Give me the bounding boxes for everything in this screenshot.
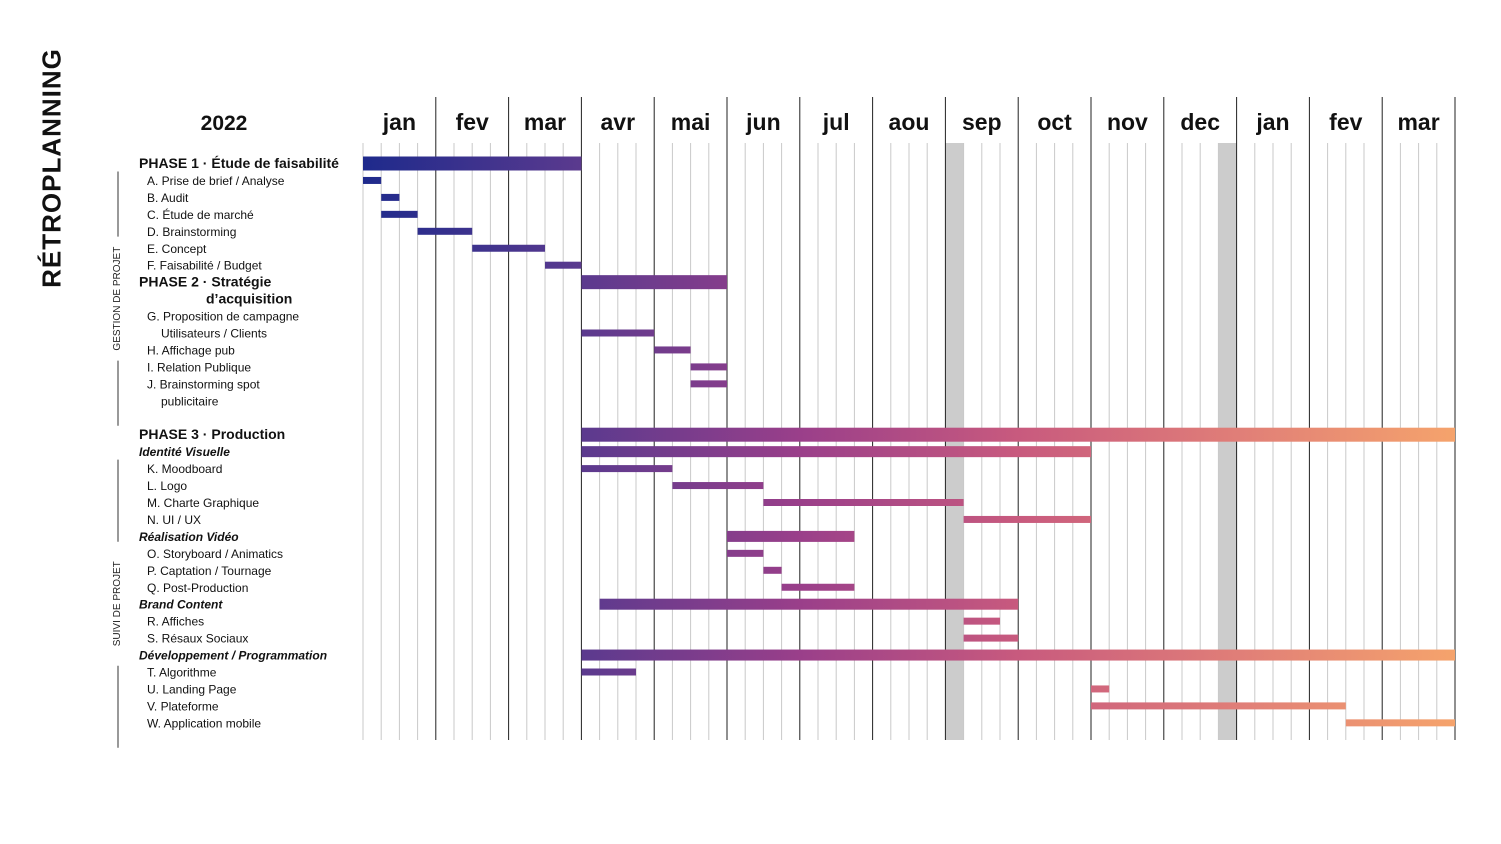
row-label: R. Affiches bbox=[147, 615, 204, 629]
gantt-bar bbox=[581, 275, 727, 290]
gantt-bar bbox=[654, 346, 691, 354]
row-label: Utilisateurs / Clients bbox=[161, 327, 267, 341]
row-label: H. Affichage pub bbox=[147, 343, 235, 357]
gantt-bar bbox=[727, 530, 855, 542]
month-label-mar: mar bbox=[1397, 109, 1439, 135]
row-label: PHASE 1 · Étude de faisabilité bbox=[139, 155, 339, 171]
gantt-bar bbox=[581, 427, 1455, 442]
month-label-fev: fev bbox=[1329, 109, 1362, 135]
row-label: P. Captation / Tournage bbox=[147, 564, 272, 578]
gantt-bar bbox=[690, 380, 727, 388]
month-label-mar: mar bbox=[524, 109, 566, 135]
row-label: D. Brainstorming bbox=[147, 225, 236, 239]
row-label: Brand Content bbox=[139, 598, 223, 612]
gantt-bar bbox=[963, 634, 1019, 642]
gantt-bar bbox=[1091, 685, 1110, 693]
gantt-bar bbox=[472, 244, 545, 252]
section-label-1: SUIVI DE PROJET bbox=[112, 561, 123, 646]
gantt-bar bbox=[727, 549, 764, 557]
row-label: V. Plateforme bbox=[147, 699, 219, 713]
row-label: T. Algorithme bbox=[147, 666, 217, 680]
gantt-bar bbox=[363, 156, 582, 171]
gantt-bar bbox=[1345, 719, 1455, 727]
gantt-bar bbox=[672, 482, 764, 490]
row-label: N. UI / UX bbox=[147, 513, 201, 527]
gantt-bar bbox=[581, 446, 1091, 458]
month-label-avr: avr bbox=[601, 109, 636, 135]
month-label-sep: sep bbox=[962, 109, 1002, 135]
row-label: K. Moodboard bbox=[147, 462, 222, 476]
month-label-dec: dec bbox=[1180, 109, 1220, 135]
month-label-jun: jun bbox=[745, 109, 781, 135]
gantt-bar bbox=[690, 363, 727, 371]
row-label: S. Résaux Sociaux bbox=[147, 632, 248, 646]
row-label: W. Application mobile bbox=[147, 716, 261, 730]
gantt-bar bbox=[581, 668, 636, 676]
gantt-bar bbox=[763, 499, 964, 506]
row-label: d’acquisition bbox=[206, 291, 292, 307]
gantt-bar bbox=[545, 261, 582, 269]
month-label-aou: aou bbox=[889, 109, 930, 135]
gantt-bar bbox=[581, 465, 673, 473]
row-label: publicitaire bbox=[161, 394, 219, 408]
row-label: I. Relation Publique bbox=[147, 360, 251, 374]
gantt-bar bbox=[581, 649, 1455, 661]
gantt-bar bbox=[417, 227, 473, 235]
gantt-bar bbox=[363, 176, 382, 184]
row-label: PHASE 3 · Production bbox=[139, 426, 285, 442]
gantt-bar bbox=[781, 583, 855, 591]
row-label: O. Storyboard / Animatics bbox=[147, 547, 283, 561]
month-label-jul: jul bbox=[822, 109, 850, 135]
month-label-nov: nov bbox=[1107, 109, 1148, 135]
row-label: J. Brainstorming spot bbox=[147, 377, 260, 391]
gantt-bar bbox=[1091, 702, 1346, 710]
row-label: A. Prise de brief / Analyse bbox=[147, 174, 285, 188]
gantt-bar bbox=[963, 515, 1091, 523]
month-label-oct: oct bbox=[1037, 109, 1072, 135]
gantt-bar bbox=[599, 598, 1019, 610]
gantt-bar bbox=[381, 210, 418, 218]
row-label: B. Audit bbox=[147, 191, 189, 205]
gantt-bar bbox=[963, 617, 1000, 625]
month-label-jan: jan bbox=[1255, 109, 1289, 135]
row-label: Q. Post-Production bbox=[147, 581, 248, 595]
row-label: E. Concept bbox=[147, 242, 207, 256]
gantt-bar bbox=[581, 329, 655, 337]
row-label: PHASE 2 · Stratégie bbox=[139, 274, 271, 290]
row-label: Développement / Programmation bbox=[139, 649, 327, 663]
gantt-bar bbox=[381, 193, 400, 201]
row-label: F. Faisabilité / Budget bbox=[147, 259, 262, 273]
month-label-mai: mai bbox=[671, 109, 711, 135]
row-label: G. Proposition de campagne bbox=[147, 310, 299, 324]
gantt-bar bbox=[763, 566, 782, 574]
row-label: U. Landing Page bbox=[147, 682, 237, 696]
row-label: Réalisation Vidéo bbox=[139, 530, 239, 544]
month-label-fev: fev bbox=[456, 109, 489, 135]
row-label: L. Logo bbox=[147, 479, 187, 493]
section-label-0: GESTION DE PROJET bbox=[112, 247, 123, 351]
row-label: M. Charte Graphique bbox=[147, 496, 259, 510]
row-label: C. Étude de marché bbox=[147, 207, 254, 222]
month-label-jan: jan bbox=[382, 109, 416, 135]
year-label: 2022 bbox=[201, 112, 248, 135]
row-label: Identité Visuelle bbox=[139, 445, 230, 459]
